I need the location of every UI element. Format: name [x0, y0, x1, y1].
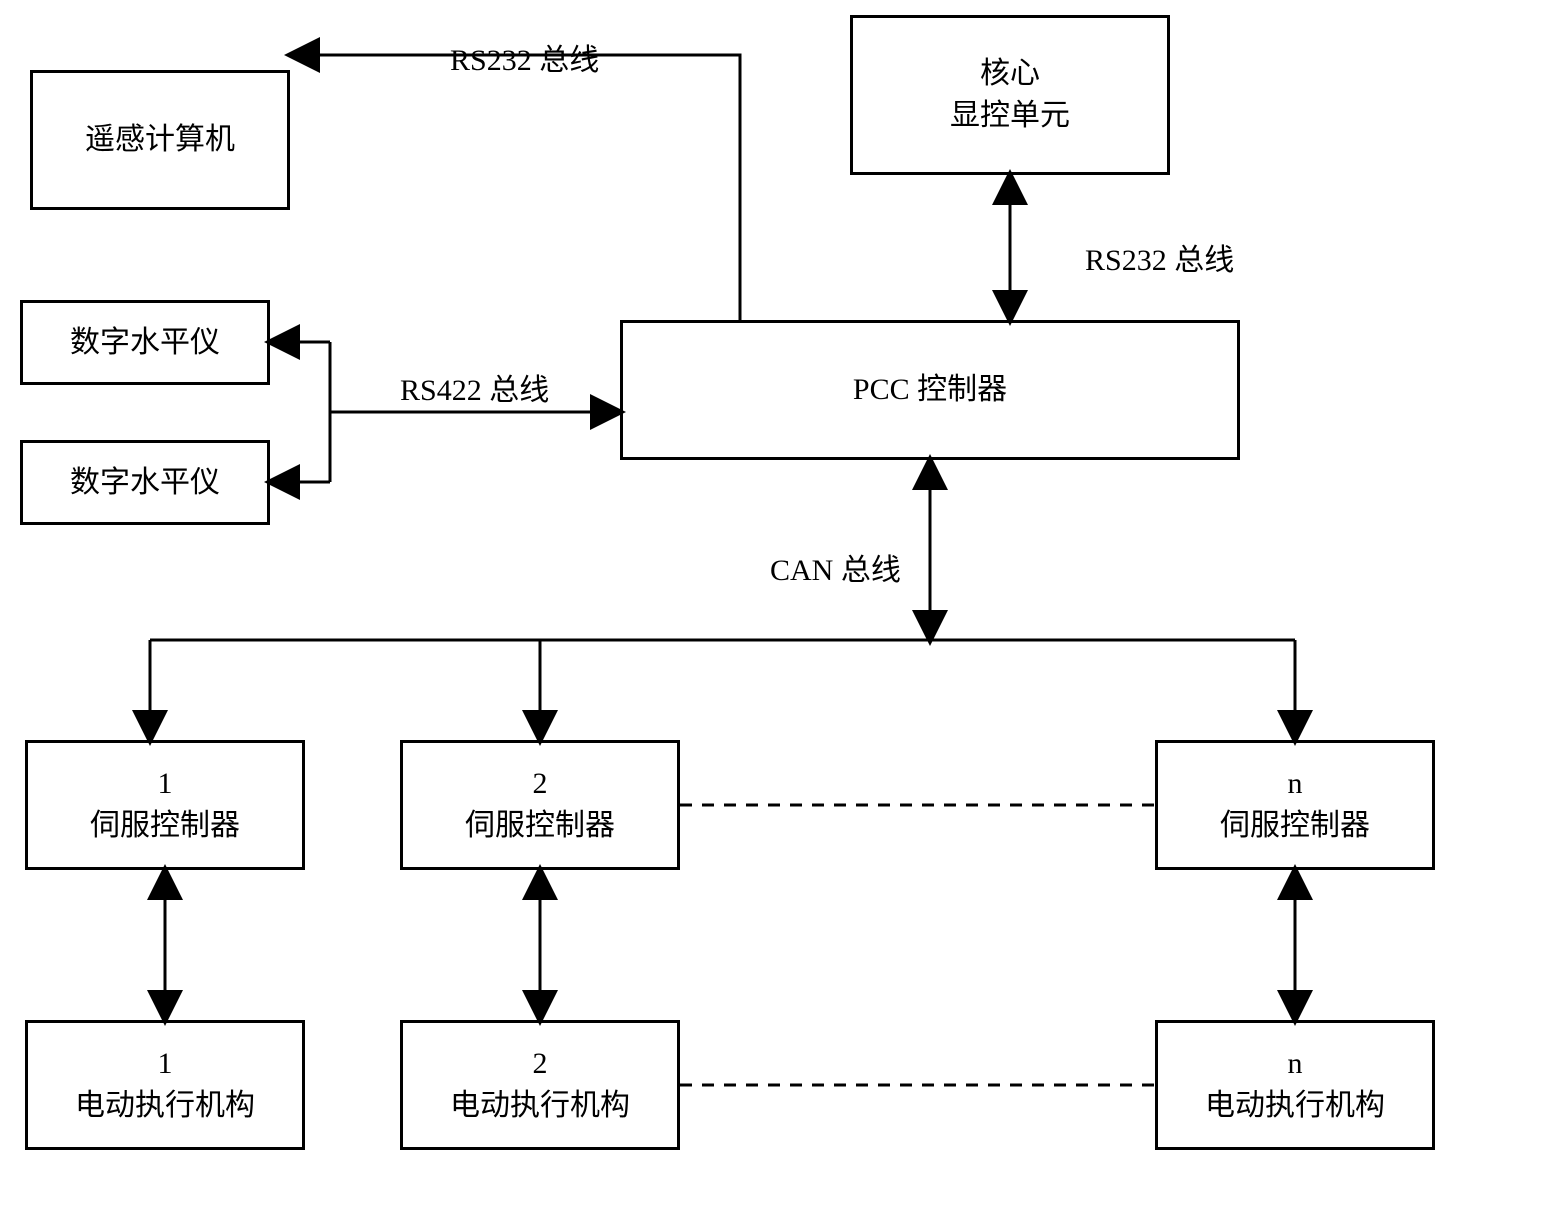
core-display-box: 核心 显控单元 [850, 15, 1170, 175]
servo-controller-2-box: 2 伺服控制器 [400, 740, 680, 870]
digital-level-2-box: 数字水平仪 [20, 440, 270, 525]
servo-controller-n-box: n 伺服控制器 [1155, 740, 1435, 870]
actuator-1-num: 1 [158, 1043, 173, 1085]
actuator-2-num: 2 [533, 1043, 548, 1085]
edge-rs232-pcc-remote [290, 55, 740, 320]
actuator-1-box: 1 电动执行机构 [25, 1020, 305, 1150]
servo-controller-1-box: 1 伺服控制器 [25, 740, 305, 870]
core-display-line2: 显控单元 [950, 95, 1070, 137]
core-display-line1: 核心 [980, 53, 1040, 95]
actuator-1-label: 电动执行机构 [75, 1085, 255, 1127]
servo-1-label: 伺服控制器 [90, 805, 240, 847]
servo-2-num: 2 [533, 763, 548, 805]
remote-computer-box: 遥感计算机 [30, 70, 290, 210]
servo-2-label: 伺服控制器 [465, 805, 615, 847]
rs232-top-label: RS232 总线 [450, 35, 599, 79]
digital-level-1-box: 数字水平仪 [20, 300, 270, 385]
pcc-controller-label: PCC 控制器 [853, 369, 1007, 411]
actuator-2-label: 电动执行机构 [450, 1085, 630, 1127]
actuator-n-num: n [1288, 1043, 1303, 1085]
actuator-2-box: 2 电动执行机构 [400, 1020, 680, 1150]
rs232-right-label: RS232 总线 [1085, 235, 1234, 279]
servo-n-num: n [1288, 763, 1303, 805]
rs422-label: RS422 总线 [400, 365, 549, 409]
servo-n-label: 伺服控制器 [1220, 805, 1370, 847]
digital-level-1-label: 数字水平仪 [70, 322, 220, 364]
digital-level-2-label: 数字水平仪 [70, 462, 220, 504]
can-label: CAN 总线 [770, 545, 901, 589]
actuator-n-label: 电动执行机构 [1205, 1085, 1385, 1127]
actuator-n-box: n 电动执行机构 [1155, 1020, 1435, 1150]
servo-1-num: 1 [158, 763, 173, 805]
remote-computer-label: 遥感计算机 [85, 119, 235, 161]
pcc-controller-box: PCC 控制器 [620, 320, 1240, 460]
